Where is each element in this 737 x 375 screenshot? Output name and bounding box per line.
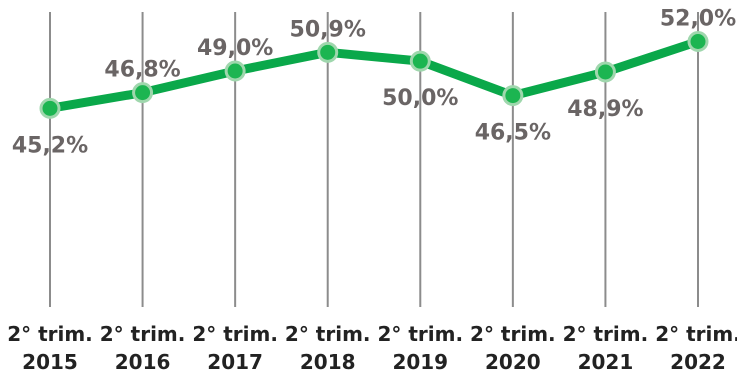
x-tick-label-period: 2° trim. [655, 322, 737, 346]
x-tick-label-period: 2° trim. [192, 322, 278, 346]
x-tick-label-year: 2019 [392, 350, 448, 374]
data-points [39, 31, 709, 119]
data-label: 52,0% [660, 7, 736, 32]
x-tick-label-period: 2° trim. [377, 322, 463, 346]
data-point-marker [132, 82, 154, 104]
x-tick-label-period: 2° trim. [285, 322, 371, 346]
data-point-marker [317, 41, 339, 63]
data-label: 49,0% [197, 36, 273, 61]
x-tick-label-year: 2017 [207, 350, 263, 374]
x-tick-label-year: 2021 [578, 350, 634, 374]
data-label: 46,5% [475, 121, 551, 146]
data-label: 48,9% [567, 97, 643, 122]
data-point-marker [502, 85, 524, 107]
data-point-marker [687, 31, 709, 52]
x-tick-label-year: 2018 [300, 350, 356, 374]
x-tick-label-period: 2° trim. [7, 322, 93, 346]
data-label: 46,8% [104, 58, 180, 83]
data-point-marker [224, 60, 246, 82]
data-label: 45,2% [12, 133, 88, 158]
x-tick-label-year: 2020 [485, 350, 541, 374]
x-tick-label-period: 2° trim. [470, 322, 556, 346]
data-point-marker [594, 61, 616, 83]
series-layer [45, 37, 703, 113]
x-tick-label-year: 2016 [115, 350, 171, 374]
x-tick-label-year: 2022 [670, 350, 726, 374]
x-tick-label-year: 2015 [22, 350, 78, 374]
x-tick-label-period: 2° trim. [100, 322, 186, 346]
data-label: 50,0% [382, 86, 458, 111]
data-labels: 45,2% 46,8% 49,0% 50,9% 50,0% 46,5% 48,9% 52,0% [12, 7, 736, 159]
data-label: 50,9% [290, 17, 366, 42]
data-point-marker [39, 97, 61, 119]
x-axis-tick-labels: 2° trim. 2015 2° trim. 2016 2° trim. 2017 2° t… [7, 322, 737, 374]
series-line [45, 37, 703, 113]
data-point-marker [409, 50, 431, 72]
x-tick-label-period: 2° trim. [563, 322, 649, 346]
